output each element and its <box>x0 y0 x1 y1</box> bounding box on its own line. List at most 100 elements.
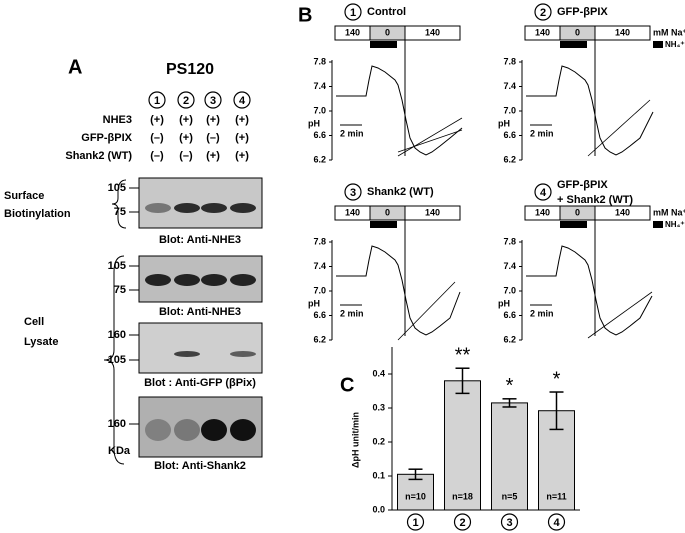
blot-label: Blot : Anti-GFP (βPix) <box>144 377 256 389</box>
group-label: Cell <box>24 316 44 328</box>
bar <box>397 473 434 511</box>
ph-trace <box>336 245 461 336</box>
bath-label: 140 <box>425 27 440 37</box>
y-tick-label: 0.2 <box>372 436 385 446</box>
number-label: 4 <box>540 187 547 199</box>
y-tick-label: 6.6 <box>503 310 516 320</box>
y-tick-label: 6.2 <box>503 154 516 164</box>
scale-label: 2 min <box>340 308 364 318</box>
sign: (+) <box>235 114 249 126</box>
number-circle <box>344 3 362 21</box>
y-tick-label: 7.0 <box>503 285 516 295</box>
n-label: n=11 <box>546 491 566 501</box>
number-label: 4 <box>239 95 246 107</box>
number-circle <box>177 91 195 109</box>
number-label: 3 <box>210 95 216 107</box>
bar <box>444 380 481 511</box>
number-circle <box>406 513 425 531</box>
nh4-bar <box>370 41 397 48</box>
blot-band <box>230 274 256 286</box>
blot-band <box>201 274 227 286</box>
y-label: pH <box>308 118 320 128</box>
number-circle <box>148 91 166 109</box>
nh4-label: NH₄⁺ <box>665 220 685 229</box>
bath-label: 0 <box>385 27 390 37</box>
blot-band <box>145 274 171 286</box>
row-label: NHE3 <box>103 114 132 126</box>
sign: (–) <box>206 132 220 144</box>
nh4-bar <box>370 221 397 228</box>
bath-label: 0 <box>575 207 580 217</box>
sign: (+) <box>179 114 193 126</box>
number-circle <box>500 513 519 531</box>
nh4-label: NH₄⁺ <box>665 40 685 49</box>
nh4-key <box>653 41 663 48</box>
ph-trace <box>336 65 463 156</box>
bath-label: 140 <box>535 207 550 217</box>
y-label: pH <box>498 298 510 308</box>
blot-band <box>174 419 200 441</box>
y-tick-label: 6.2 <box>503 334 516 344</box>
slope-line <box>397 117 463 157</box>
number-circle <box>534 3 552 21</box>
trace-title: Shank2 (WT) <box>367 186 434 198</box>
sign: (–) <box>179 150 193 162</box>
bath-label: 0 <box>385 207 390 217</box>
bath-box <box>404 25 461 41</box>
y-tick-label: 0.3 <box>372 402 385 412</box>
brace <box>103 255 125 465</box>
unit-label: KDa <box>108 445 131 457</box>
na-label: mM Na⁺ <box>653 27 685 37</box>
y-tick-label: 0.4 <box>372 368 385 378</box>
blot-band <box>145 419 171 441</box>
group-label: Surface <box>4 190 44 202</box>
blot-band <box>145 203 171 213</box>
significance: * <box>506 375 514 397</box>
mw-marker: 75 <box>114 206 126 218</box>
bath-label: 140 <box>615 27 630 37</box>
scale-label: 2 min <box>530 308 554 318</box>
blot-band <box>174 274 200 286</box>
blot-label: Blot: Anti-Shank2 <box>154 460 246 472</box>
bath-label: 140 <box>345 207 360 217</box>
row-label: Shank2 (WT) <box>65 150 132 162</box>
bath-label: 140 <box>425 207 440 217</box>
number-circle <box>233 91 251 109</box>
n-label: n=18 <box>452 491 473 501</box>
bath-label: 140 <box>615 207 630 217</box>
mw-marker: 160 <box>108 329 126 341</box>
brace <box>111 179 127 229</box>
y-label: pH <box>498 118 510 128</box>
blot-band <box>174 203 200 213</box>
y-tick-label: 6.2 <box>313 154 326 164</box>
y-tick-label: 7.8 <box>503 56 516 66</box>
number-label: 2 <box>459 517 465 529</box>
group-label: Lysate <box>24 336 58 348</box>
y-tick-label: 7.4 <box>313 81 326 91</box>
y-tick-label: 6.6 <box>313 130 326 140</box>
n-label: n=5 <box>502 491 518 501</box>
significance: ** <box>455 345 471 367</box>
y-tick-label: 7.0 <box>313 285 326 295</box>
sign: (+) <box>206 114 220 126</box>
blot-band <box>230 419 256 441</box>
sign: (+) <box>235 150 249 162</box>
y-tick-label: 6.2 <box>313 334 326 344</box>
mw-marker: 160 <box>108 418 126 430</box>
slope-line <box>397 281 456 341</box>
blot <box>138 177 263 229</box>
trace-title: GFP-βPIX <box>557 6 608 18</box>
number-label: 4 <box>553 517 560 529</box>
blot-band <box>230 351 256 357</box>
sign: (+) <box>235 132 249 144</box>
number-circle <box>547 513 566 531</box>
blot-band <box>201 419 227 441</box>
slope-line <box>587 291 653 339</box>
scale-label: 2 min <box>340 128 364 138</box>
y-tick-label: 7.0 <box>313 105 326 115</box>
number-circle <box>204 91 222 109</box>
number-label: 1 <box>350 7 356 19</box>
number-label: 3 <box>506 517 512 529</box>
number-label: 2 <box>540 7 546 19</box>
